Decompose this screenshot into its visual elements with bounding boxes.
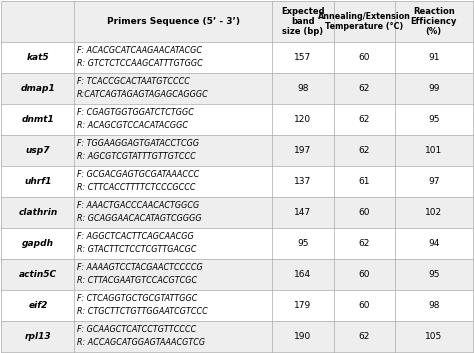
Text: 97: 97 [428, 176, 439, 186]
Bar [1, 166, 473, 197]
Bar [1, 259, 473, 289]
Text: F: TGGAAGGAGTGATACCTCGG: F: TGGAAGGAGTGATACCTCGG [77, 139, 199, 148]
Text: 137: 137 [294, 176, 311, 186]
Text: 91: 91 [428, 53, 439, 62]
Text: R: ACCAGCATGGAGTAAACGTCG: R: ACCAGCATGGAGTAAACGTCG [77, 339, 205, 347]
Text: F: ACACGCATCAAGAACATACGC: F: ACACGCATCAAGAACATACGC [77, 46, 202, 55]
Text: 157: 157 [294, 53, 311, 62]
Text: 179: 179 [294, 301, 311, 310]
Text: 105: 105 [425, 331, 442, 341]
Text: 99: 99 [428, 84, 439, 92]
Text: Reaction
Efficiency
(%): Reaction Efficiency (%) [410, 7, 457, 36]
Text: F: AGGCTCACTTCAGCAACGG: F: AGGCTCACTTCAGCAACGG [77, 232, 193, 241]
Text: R: GTCTCTCCAAGCATTTGTGGC: R: GTCTCTCCAAGCATTTGTGGC [77, 60, 202, 68]
Text: uhrf1: uhrf1 [24, 176, 52, 186]
Text: kat5: kat5 [27, 53, 49, 62]
Text: F: CGAGTGGTGGATCTCTGGC: F: CGAGTGGTGGATCTCTGGC [77, 108, 194, 117]
Text: F: TCACCGCACTAATGTCCCC: F: TCACCGCACTAATGTCCCC [77, 77, 190, 86]
Text: Expected
band
size (bp): Expected band size (bp) [281, 7, 325, 36]
Text: dmap1: dmap1 [20, 84, 55, 92]
Text: gapdh: gapdh [22, 239, 54, 248]
Text: 60: 60 [358, 208, 370, 217]
Text: 190: 190 [294, 331, 311, 341]
Text: 62: 62 [358, 84, 370, 92]
Bar [1, 134, 473, 166]
Bar [1, 197, 473, 228]
Text: 62: 62 [358, 146, 370, 155]
Text: 147: 147 [294, 208, 311, 217]
Text: usp7: usp7 [26, 146, 50, 155]
Text: 60: 60 [358, 53, 370, 62]
Text: F: AAACTGACCCAACACTGGCG: F: AAACTGACCCAACACTGGCG [77, 201, 199, 210]
Text: 120: 120 [294, 115, 311, 124]
Text: 95: 95 [428, 115, 439, 124]
Bar [1, 228, 473, 259]
Text: dnmt1: dnmt1 [21, 115, 55, 124]
Text: R:CATCAGTAGAGTAGAGCAGGGC: R:CATCAGTAGAGTAGAGCAGGGC [77, 90, 209, 100]
Text: 62: 62 [358, 331, 370, 341]
Text: 62: 62 [358, 239, 370, 248]
Text: F: CTCAGGTGCTGCGTATTGGC: F: CTCAGGTGCTGCGTATTGGC [77, 294, 197, 303]
Text: F: GCGACGAGTGCGATAAACCC: F: GCGACGAGTGCGATAAACCC [77, 170, 199, 179]
Text: eif2: eif2 [28, 301, 47, 310]
Text: 94: 94 [428, 239, 439, 248]
Text: 98: 98 [297, 84, 309, 92]
Text: 61: 61 [358, 176, 370, 186]
Text: R: GCAGGAACACATAGTCGGGG: R: GCAGGAACACATAGTCGGGG [77, 215, 201, 223]
Text: 164: 164 [294, 270, 311, 279]
Text: actin5C: actin5C [19, 270, 57, 279]
Text: R: ACAGCGTCCACATACGGC: R: ACAGCGTCCACATACGGC [77, 121, 188, 131]
Text: 60: 60 [358, 301, 370, 310]
Text: 98: 98 [428, 301, 439, 310]
Text: R: CTTCACCTTTTCTCCCGCCC: R: CTTCACCTTTTCTCCCGCCC [77, 184, 195, 192]
Bar [1, 73, 473, 104]
Text: R: GTACTTCTCCTCGTTGACGC: R: GTACTTCTCCTCGTTGACGC [77, 245, 196, 255]
Text: 95: 95 [428, 270, 439, 279]
Text: clathrin: clathrin [18, 208, 57, 217]
Bar [1, 42, 473, 73]
Text: F: GCAAGCTCATCCTGTTCCCC: F: GCAAGCTCATCCTGTTCCCC [77, 325, 196, 334]
Text: R: AGCGTCGTATTTGTTGTCCC: R: AGCGTCGTATTTGTTGTCCC [77, 152, 196, 161]
Text: R: CTTACGAATGTCCACGTCGC: R: CTTACGAATGTCCACGTCGC [77, 276, 197, 286]
Bar [1, 289, 473, 321]
Bar [1, 1, 473, 42]
Text: Annealing/Extension
Temperature (°C): Annealing/Extension Temperature (°C) [318, 12, 410, 31]
Text: 197: 197 [294, 146, 311, 155]
Text: R: CTGCTTCTGTTGGAATCGTCCC: R: CTGCTTCTGTTGGAATCGTCCC [77, 307, 208, 316]
Bar [1, 104, 473, 134]
Text: 60: 60 [358, 270, 370, 279]
Text: rpl13: rpl13 [25, 331, 51, 341]
Text: 62: 62 [358, 115, 370, 124]
Text: 95: 95 [297, 239, 309, 248]
Text: 102: 102 [425, 208, 442, 217]
Text: F: AAAAGTCCTACGAACTCCCCG: F: AAAAGTCCTACGAACTCCCCG [77, 263, 202, 272]
Bar [1, 321, 473, 352]
Text: 101: 101 [425, 146, 442, 155]
Text: Primers Sequence (5’ - 3’): Primers Sequence (5’ - 3’) [107, 17, 240, 26]
